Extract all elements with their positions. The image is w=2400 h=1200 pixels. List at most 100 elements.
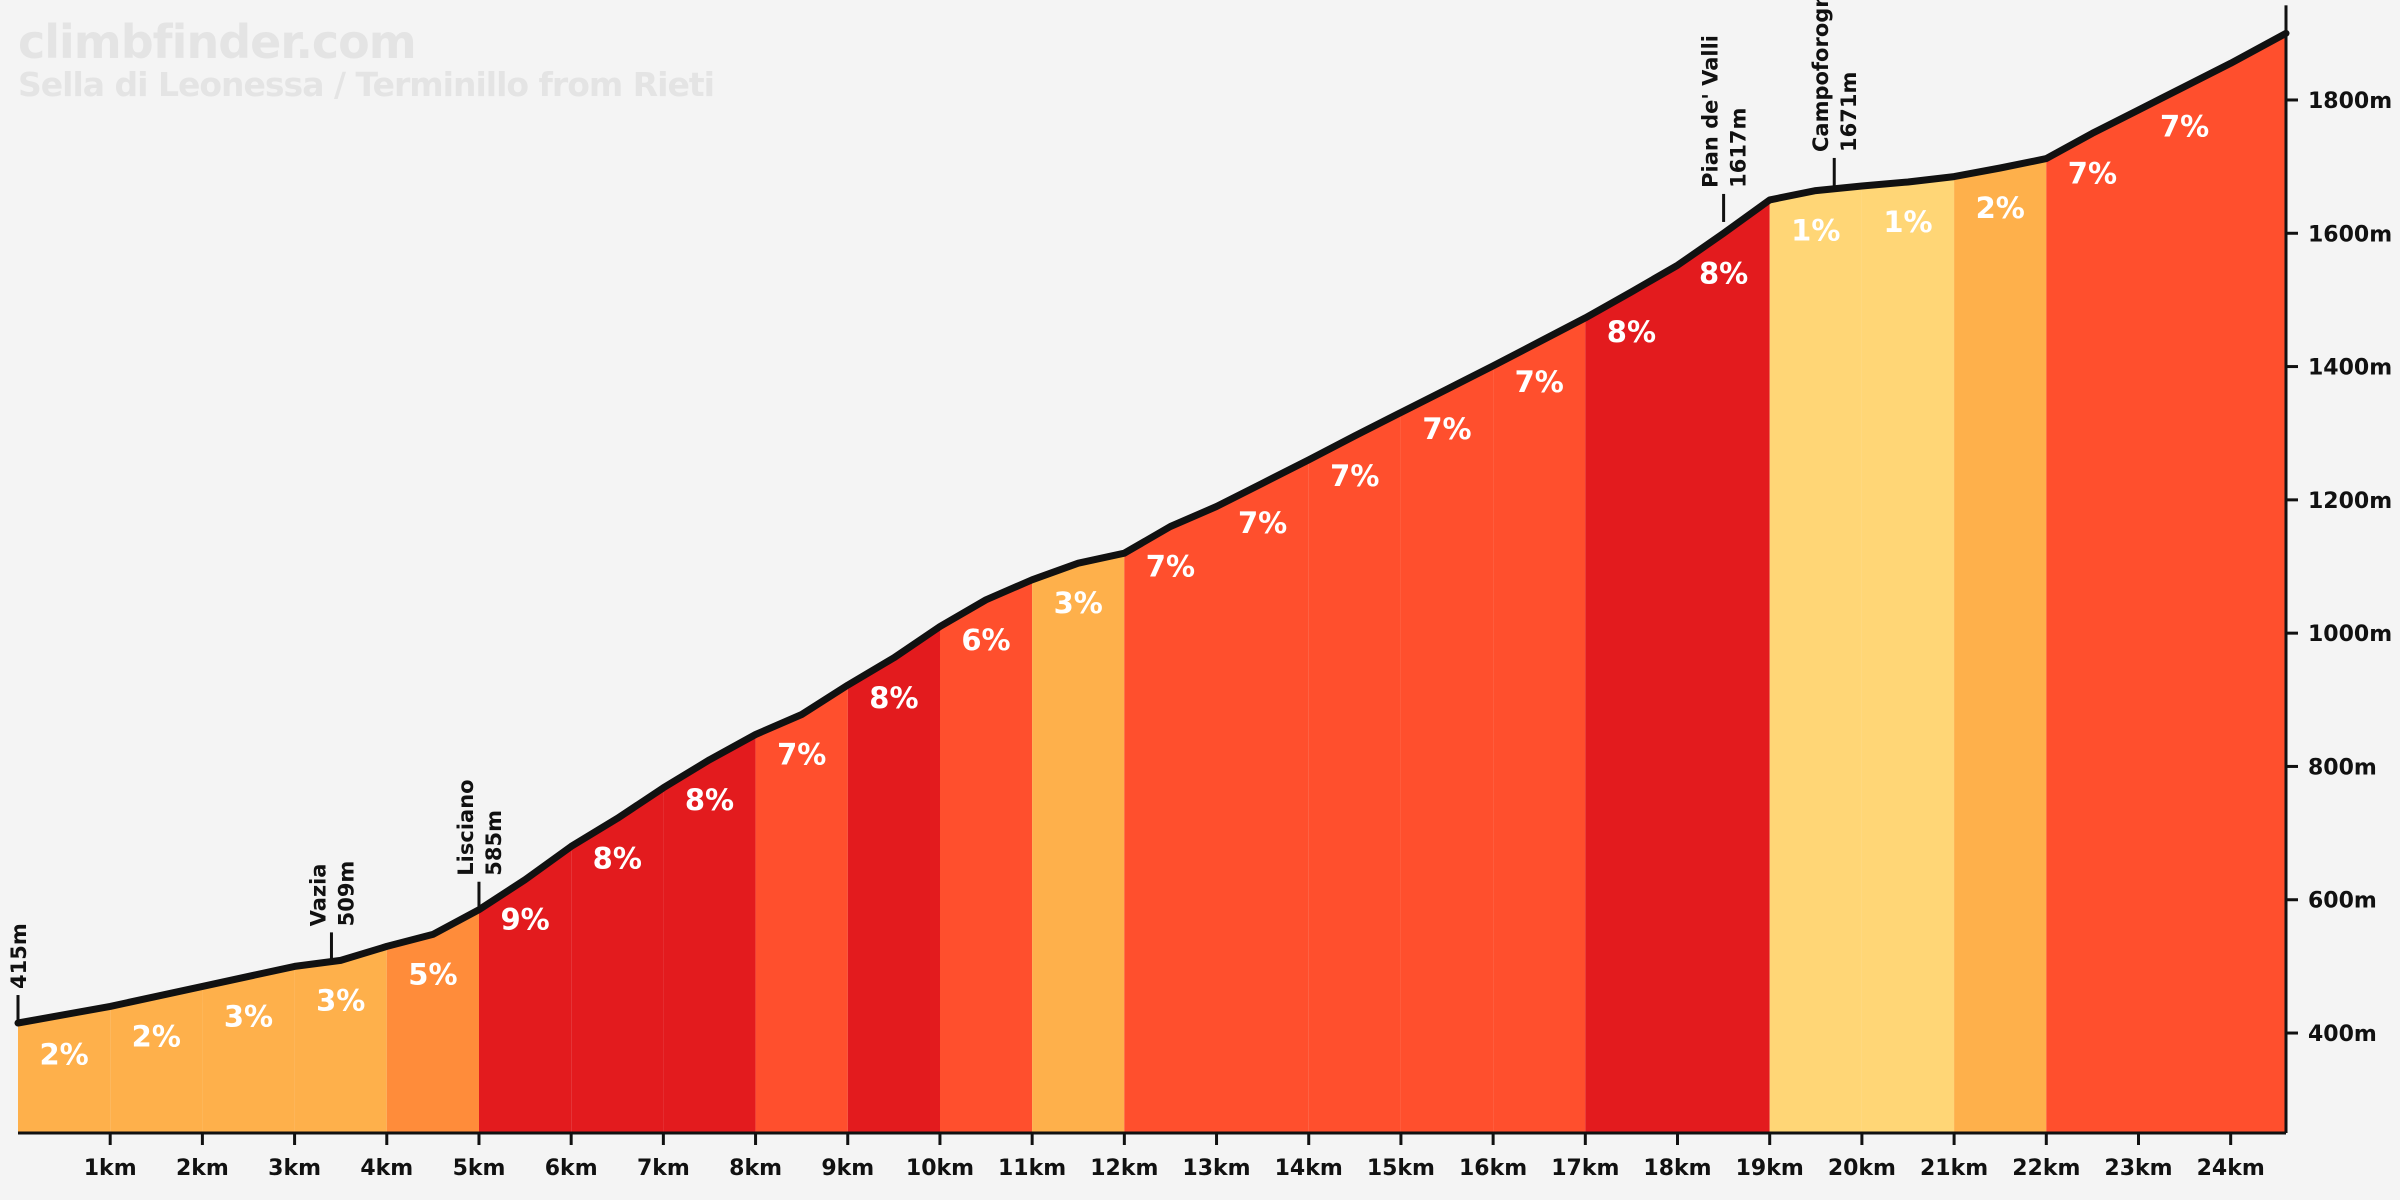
x-tick-label: 3km [268,1156,321,1181]
x-tick-label: 14km [1275,1156,1343,1181]
y-tick-label: 800m [2308,755,2377,780]
grade-segment [571,787,664,1133]
x-tick-label: 5km [453,1156,506,1181]
grade-label: 3% [1054,586,1103,620]
grade-labels: 2% 2% 3% 3% 5% 9% 8% 8% 7% 8% 6% 3% 7% 7% 7% 7% 7% 8% 8% 1%… [39,110,2209,1072]
x-axis: 1km 2km 3km 4km 5km 6km 7km 8km 9km 10km 11km 12km 1… [18,1131,2286,1181]
grade-segments [18,33,2286,1134]
x-tick-label: 16km [1459,1156,1527,1181]
waypoint-label: Vazia 509m [307,861,359,927]
grade-segment [2046,110,2139,1133]
grade-segment [18,1006,111,1133]
grade-segment [479,846,572,1133]
grade-label: 7% [777,738,826,772]
x-tick-label: 9km [821,1156,874,1181]
y-tick-label: 1400m [2308,356,2392,381]
waypoint-elevation: 585m [482,810,506,876]
grade-label: 7% [1515,365,1564,399]
grade-label: 8% [685,783,734,817]
grade-segment [1493,317,1586,1133]
grade-label: 9% [500,903,549,937]
waypoint-elevation: 415m [7,923,31,989]
x-tick-label: 12km [1090,1156,1158,1181]
waypoint-label: Pian de' Valli 1617m [1699,35,1751,188]
waypoint-elevation: 1671m [1837,72,1861,152]
x-tick-label: 24km [2197,1156,2265,1181]
x-tick-label: 8km [729,1156,782,1181]
waypoint-name: Lisciano [454,779,478,875]
grade-label: 7% [2160,110,2209,144]
x-tick-label: 7km [637,1156,690,1181]
grade-label: 7% [2068,156,2117,190]
x-tick-label: 20km [1828,1156,1896,1181]
grade-segment [1954,158,2047,1134]
grade-label: 2% [132,1019,181,1053]
profile-line-group [14,29,2290,1027]
waypoint-name: Campoforogna [1809,0,1833,152]
grade-label: 3% [224,999,273,1033]
grade-label: 8% [1699,256,1748,290]
grade-segment [755,685,848,1133]
y-tick-label: 400m [2308,1022,2377,1047]
grade-segment [1861,176,1955,1134]
waypoint-name: Vazia [307,864,331,927]
site-watermark: climbfinder.com [18,15,416,69]
grade-segment [663,734,756,1133]
grade-segment [1677,199,1770,1133]
grade-label: 8% [1607,315,1656,349]
grade-segment [1124,506,1217,1133]
waypoint-elevation: 1617m [1727,108,1751,188]
grade-label: 1% [1883,205,1932,239]
grade-segment [940,579,1033,1133]
grade-segment [202,966,295,1133]
grade-segment [386,909,479,1133]
x-tick-label: 17km [1551,1156,1619,1181]
grade-label: 6% [961,623,1010,657]
grade-label: 7% [1238,506,1287,540]
y-tick-label: 1600m [2308,222,2392,247]
grade-label: 7% [1422,412,1471,446]
x-tick-label: 23km [2104,1156,2172,1181]
x-tick-label: 13km [1182,1156,1250,1181]
chart-title: Sella di Leonessa / Terminillo from Riet… [18,65,714,104]
x-tick-label: 1km [84,1156,137,1181]
x-tick-label: 2km [176,1156,229,1181]
grade-segment [294,946,387,1133]
grade-segment [1032,553,1125,1133]
y-tick-label: 1800m [2308,89,2392,114]
grade-label: 7% [1330,459,1379,493]
x-tick-label: 11km [998,1156,1066,1181]
grade-label: 2% [39,1038,88,1072]
y-tick-label: 600m [2308,889,2377,914]
grade-segment [1585,265,1678,1133]
x-tick-label: 21km [1920,1156,1988,1181]
grade-segment [1400,365,1494,1133]
grade-segment [847,626,940,1133]
grade-segment [1769,186,1862,1133]
grade-label: 1% [1791,214,1840,248]
waypoint-name: Pian de' Valli [1699,35,1723,188]
x-tick-label: 15km [1367,1156,1435,1181]
waypoint-label: Campoforogna 1671m [1809,0,1861,152]
grade-label: 5% [408,957,457,991]
y-tick-label: 1000m [2308,622,2392,647]
x-tick-label: 18km [1643,1156,1711,1181]
grade-label: 7% [1146,550,1195,584]
grade-segment [2138,33,2286,1133]
waypoint-elevation: 509m [335,861,359,927]
grade-label: 8% [593,841,642,875]
grade-segment [110,986,203,1133]
x-tick-label: 6km [545,1156,598,1181]
grade-label: 2% [1976,191,2025,225]
grade-label: 8% [869,681,918,715]
grade-label: 3% [316,983,365,1017]
waypoint-label: 415m [7,923,31,989]
grade-segment [1216,459,1309,1133]
x-tick-label: 10km [906,1156,974,1181]
x-tick-label: 4km [360,1156,413,1181]
x-tick-label: 22km [2012,1156,2080,1181]
profile-line [14,29,2290,1027]
waypoint-label: Lisciano 585m [454,779,506,875]
